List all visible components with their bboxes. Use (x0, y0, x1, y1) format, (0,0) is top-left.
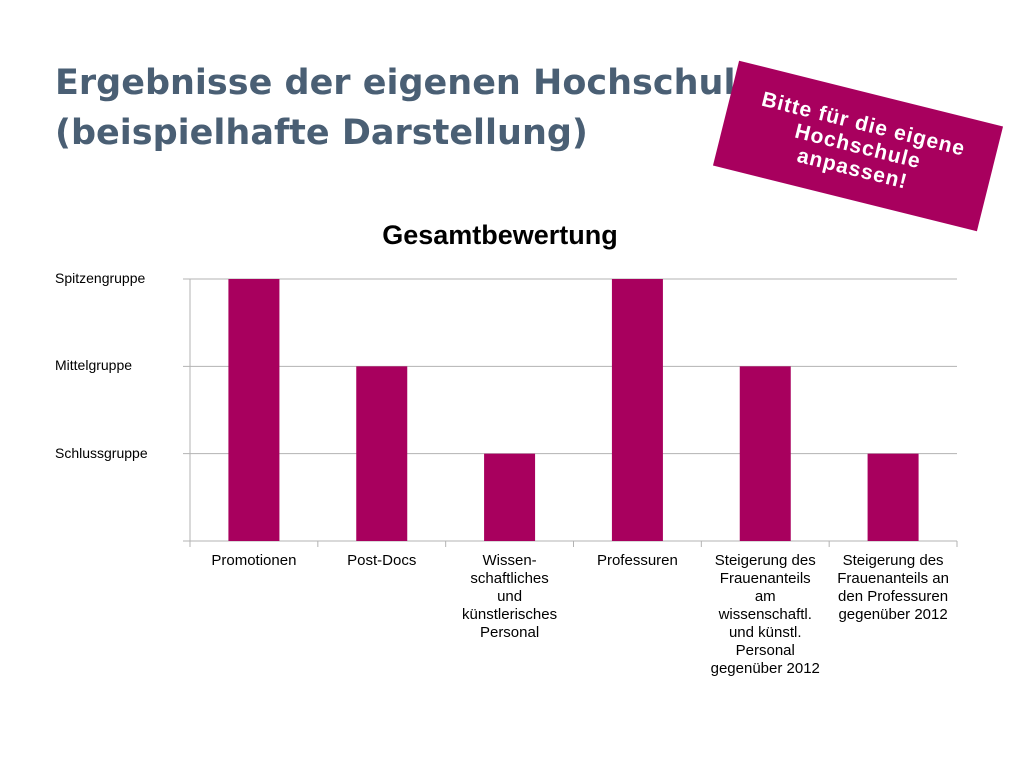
bar-2 (356, 366, 408, 541)
y-tick-label-3: Schlussgruppe (55, 444, 148, 461)
x-tick-label-1: Promotionen (211, 552, 297, 569)
bar-4 (611, 279, 663, 541)
bar-5 (739, 366, 791, 541)
slide-title: Ergebnisse der eigenen Hochschule (beisp… (55, 58, 760, 158)
chart-title: Gesamtbewertung (382, 220, 618, 250)
bar-1 (228, 279, 280, 541)
x-tick-label-2: Post-Docs (347, 552, 417, 569)
y-tick-label-1: Spitzengruppe (55, 270, 146, 286)
y-tick-label-2: Mittelgruppe (55, 357, 133, 374)
x-tick-label-3: Wissen-schaftliches und künstlerisches Pers… (462, 552, 558, 641)
x-tick-label-4: Professuren (596, 552, 678, 569)
slide-title-line-1: Ergebnisse der eigenen Hochschule (55, 63, 760, 103)
x-tick-label-6: Steigerung des Frauenanteils an den Profes… (837, 552, 949, 623)
x-tick-label-5: Steigerung des Frauenanteils am wissenschaf… (710, 552, 820, 677)
slide-title-line-2: (beispielhafte Darstellung) (55, 113, 588, 153)
bar-3 (484, 453, 536, 541)
bar-6 (867, 453, 919, 541)
